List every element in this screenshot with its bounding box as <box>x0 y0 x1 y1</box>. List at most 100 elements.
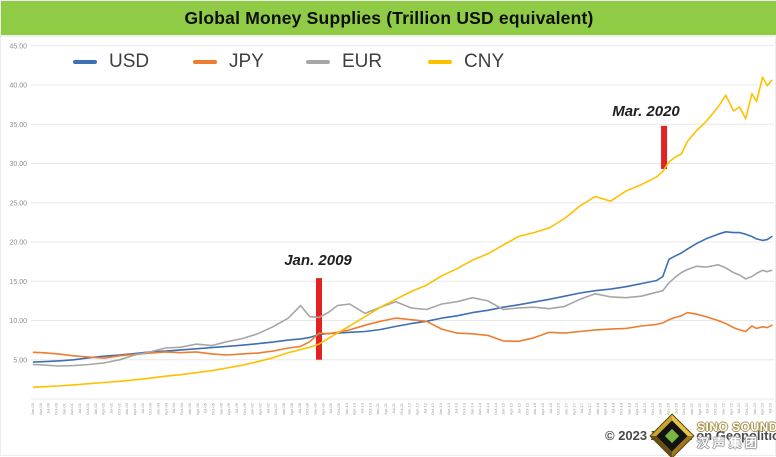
x-axis-tick-label: Oct-02 <box>116 402 121 415</box>
x-axis-tick-label: Apr-23 <box>760 402 765 415</box>
x-axis-tick-label: Oct-18 <box>618 402 623 415</box>
x-axis-tick-label: Apr-12 <box>414 402 419 415</box>
x-axis-tick-label: Jan-20 <box>658 402 663 415</box>
x-axis-tick-label: Apr-15 <box>509 402 514 415</box>
legend: USD JPY EUR CNY <box>1 48 776 76</box>
x-axis-tick-label: Jul-00 <box>46 402 51 414</box>
x-axis-tick-label: Oct-14 <box>493 402 498 415</box>
legend-label: CNY <box>464 51 505 72</box>
x-axis-tick-label: Jul-13 <box>454 402 459 414</box>
x-axis-tick-label: Jul-07 <box>265 402 270 414</box>
chart-title: Global Money Supplies (Trillion USD equi… <box>184 7 594 28</box>
x-axis-tick-label: Apr-21 <box>697 402 702 415</box>
x-axis-tick-label: Apr-17 <box>571 402 576 415</box>
x-axis-tick-label: Jan-13 <box>438 402 443 415</box>
x-axis-tick-label: Jul-02 <box>109 402 114 414</box>
x-axis-tick-label: Jan-17 <box>564 402 569 415</box>
x-axis-tick-label: Oct-13 <box>462 402 467 415</box>
x-axis-tick-label: Apr-07 <box>258 402 263 415</box>
x-axis-tick-label: Oct-06 <box>242 402 247 415</box>
x-axis-tick-label: Apr-01 <box>69 402 74 415</box>
legend-marker-eur <box>306 60 330 64</box>
x-axis-tick-label: Jul-16 <box>548 402 553 414</box>
legend-label: USD <box>109 51 150 72</box>
x-axis-tick-label: Jan-05 <box>187 402 192 415</box>
y-axis-tick-label: 5.00 <box>13 357 27 364</box>
legend-marker-usd <box>73 60 97 64</box>
sino-sound-logo-icon <box>650 414 694 457</box>
x-axis-tick-label: Jul-04 <box>171 402 176 414</box>
x-axis-tick-label: Jul-10 <box>360 402 365 414</box>
y-axis-tick-label: 10.00 <box>9 318 27 325</box>
x-axis-tick-label: Apr-13 <box>446 402 451 415</box>
x-axis-tick-label: Oct-19 <box>650 402 655 415</box>
annotation-event-bar <box>316 278 322 360</box>
x-axis-tick-label: Apr-10 <box>352 402 357 415</box>
x-axis-tick-label: Apr-16 <box>540 402 545 415</box>
x-axis-tick-label: Apr-14 <box>477 402 482 415</box>
x-axis-tick-label: Oct-16 <box>556 402 561 415</box>
x-axis-tick-label: Oct-12 <box>430 402 435 415</box>
x-axis-tick-label: Oct-00 <box>54 402 59 415</box>
x-axis-tick-label: Jan-08 <box>281 402 286 415</box>
x-axis-tick-label: Oct-17 <box>587 402 592 415</box>
x-axis-tick-label: Apr-03 <box>132 402 137 415</box>
x-axis-tick-label: Oct-03 <box>148 402 153 415</box>
series-line-jpy <box>32 311 773 360</box>
x-axis-tick-label: Jul-15 <box>516 402 521 414</box>
x-axis-tick-label: Jan-01 <box>61 402 66 415</box>
x-axis-tick-label: Jan-21 <box>689 402 694 415</box>
x-axis-tick-label: Oct-08 <box>305 402 310 415</box>
chart-title-bar: Global Money Supplies (Trillion USD equi… <box>1 1 776 37</box>
x-axis-tick-label: Jul-18 <box>611 402 616 414</box>
annotation-label: Mar. 2020 <box>612 103 680 120</box>
x-axis-tick-label: Jul-19 <box>642 402 647 414</box>
legend-item-cny: CNY <box>428 48 504 76</box>
x-axis-tick-label: Apr-06 <box>226 402 231 415</box>
x-axis-tick-label: Jul-22 <box>736 402 741 414</box>
legend-label: EUR <box>342 51 383 72</box>
legend-marker-cny <box>428 60 452 64</box>
logo-gem-icon <box>664 428 680 444</box>
x-axis-tick-label: Apr-09 <box>320 402 325 415</box>
legend-item-eur: EUR <box>306 48 382 76</box>
x-axis-tick-label: Jan-19 <box>626 402 631 415</box>
x-axis-tick-label: Jan-11 <box>375 402 380 415</box>
series-line-usd <box>32 231 773 363</box>
x-axis-tick-label: Jan-15 <box>501 402 506 415</box>
x-axis-tick-label: Jul-17 <box>579 402 584 414</box>
annotation-event-bar <box>661 125 668 169</box>
y-axis-tick-label: 40.00 <box>9 83 27 90</box>
x-axis-tick-label: Apr-08 <box>289 402 294 415</box>
x-axis-tick-label: Apr-02 <box>101 402 106 415</box>
x-axis-tick-label: Jan-09 <box>312 402 317 415</box>
watermark-brand-text: SINO SOUND <box>697 420 776 434</box>
x-axis-tick-label: Jan-16 <box>532 402 537 415</box>
x-axis-tick-label: Jan-10 <box>344 402 349 415</box>
x-axis-tick-label: Oct-05 <box>211 402 216 415</box>
x-axis-tick-label: Jan-14 <box>469 402 474 415</box>
x-axis-tick-label: Jul-11 <box>391 402 396 413</box>
watermark-cn-text: 汉声集团 <box>697 436 762 450</box>
x-axis-tick-label: Jul-01 <box>77 402 82 414</box>
x-axis-tick-label: Apr-22 <box>728 402 733 415</box>
x-axis-tick-label: Jan-23 <box>752 402 757 415</box>
x-axis-tick-label: Oct-10 <box>367 402 372 415</box>
x-axis-tick-label: Jan-03 <box>124 402 129 415</box>
y-axis-tick-label: 35.00 <box>9 122 27 129</box>
x-axis-tick-label: Jul-06 <box>234 402 239 414</box>
x-axis-tick-label: Jan-04 <box>156 402 161 415</box>
x-axis-tick-label: Jan-00 <box>30 402 35 415</box>
x-axis-tick-label: Apr-00 <box>38 402 43 415</box>
annotation-label: Jan. 2009 <box>284 252 352 269</box>
x-axis-tick-label: Oct-11 <box>399 402 404 414</box>
x-axis-tick-label: Oct-15 <box>524 402 529 415</box>
x-axis-tick-label: Jan-06 <box>218 402 223 415</box>
x-axis-tick-label: Oct-09 <box>336 402 341 415</box>
y-axis-tick-label: 15.00 <box>9 279 27 286</box>
x-axis-tick-label: Jul-23 <box>768 402 773 414</box>
x-axis-tick-label: Apr-04 <box>163 402 168 415</box>
series-line-cny <box>32 76 773 389</box>
x-axis-tick-label: Oct-04 <box>179 402 184 415</box>
